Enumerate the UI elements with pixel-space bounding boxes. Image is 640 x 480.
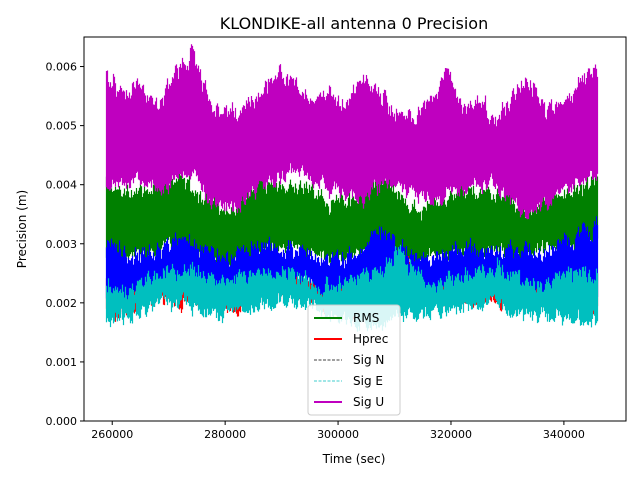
y-tick-label: 0.002 bbox=[46, 297, 78, 310]
y-tick-label: 0.005 bbox=[46, 120, 78, 133]
x-tick-label: 340000 bbox=[543, 428, 585, 441]
y-tick-label: 0.003 bbox=[46, 238, 78, 251]
plot-area bbox=[105, 44, 599, 332]
x-tick-label: 260000 bbox=[91, 428, 133, 441]
legend-label: Sig E bbox=[353, 374, 383, 388]
y-axis: 0.000 0.001 0.002 0.003 0.004 0.005 0.006 bbox=[46, 61, 84, 428]
legend-box bbox=[307, 304, 401, 416]
legend-label: Sig N bbox=[353, 353, 384, 367]
y-tick-label: 0.006 bbox=[46, 61, 78, 74]
y-tick-label: 0.001 bbox=[46, 356, 78, 369]
y-axis-label: Precision (m) bbox=[15, 190, 29, 268]
x-axis: 260000 280000 300000 320000 340000 bbox=[91, 421, 585, 441]
y-tick-label: 0.000 bbox=[46, 415, 78, 428]
x-tick-label: 320000 bbox=[430, 428, 472, 441]
x-tick-label: 280000 bbox=[204, 428, 246, 441]
series-sig-u bbox=[105, 44, 599, 220]
chart-title: KLONDIKE-all antenna 0 Precision bbox=[220, 14, 488, 33]
series-sig-e bbox=[105, 244, 599, 332]
x-axis-label: Time (sec) bbox=[322, 452, 386, 466]
x-tick-label: 300000 bbox=[317, 428, 359, 441]
y-tick-label: 0.004 bbox=[46, 179, 78, 192]
legend: RMS Hprec Sig N Sig E Sig U bbox=[307, 304, 401, 416]
legend-label: RMS bbox=[353, 311, 379, 325]
legend-label: Sig U bbox=[353, 395, 384, 409]
series-sig-n bbox=[105, 216, 599, 307]
axes-frame bbox=[83, 36, 627, 422]
series-rms bbox=[105, 168, 599, 274]
legend-label: Hprec bbox=[353, 332, 388, 346]
